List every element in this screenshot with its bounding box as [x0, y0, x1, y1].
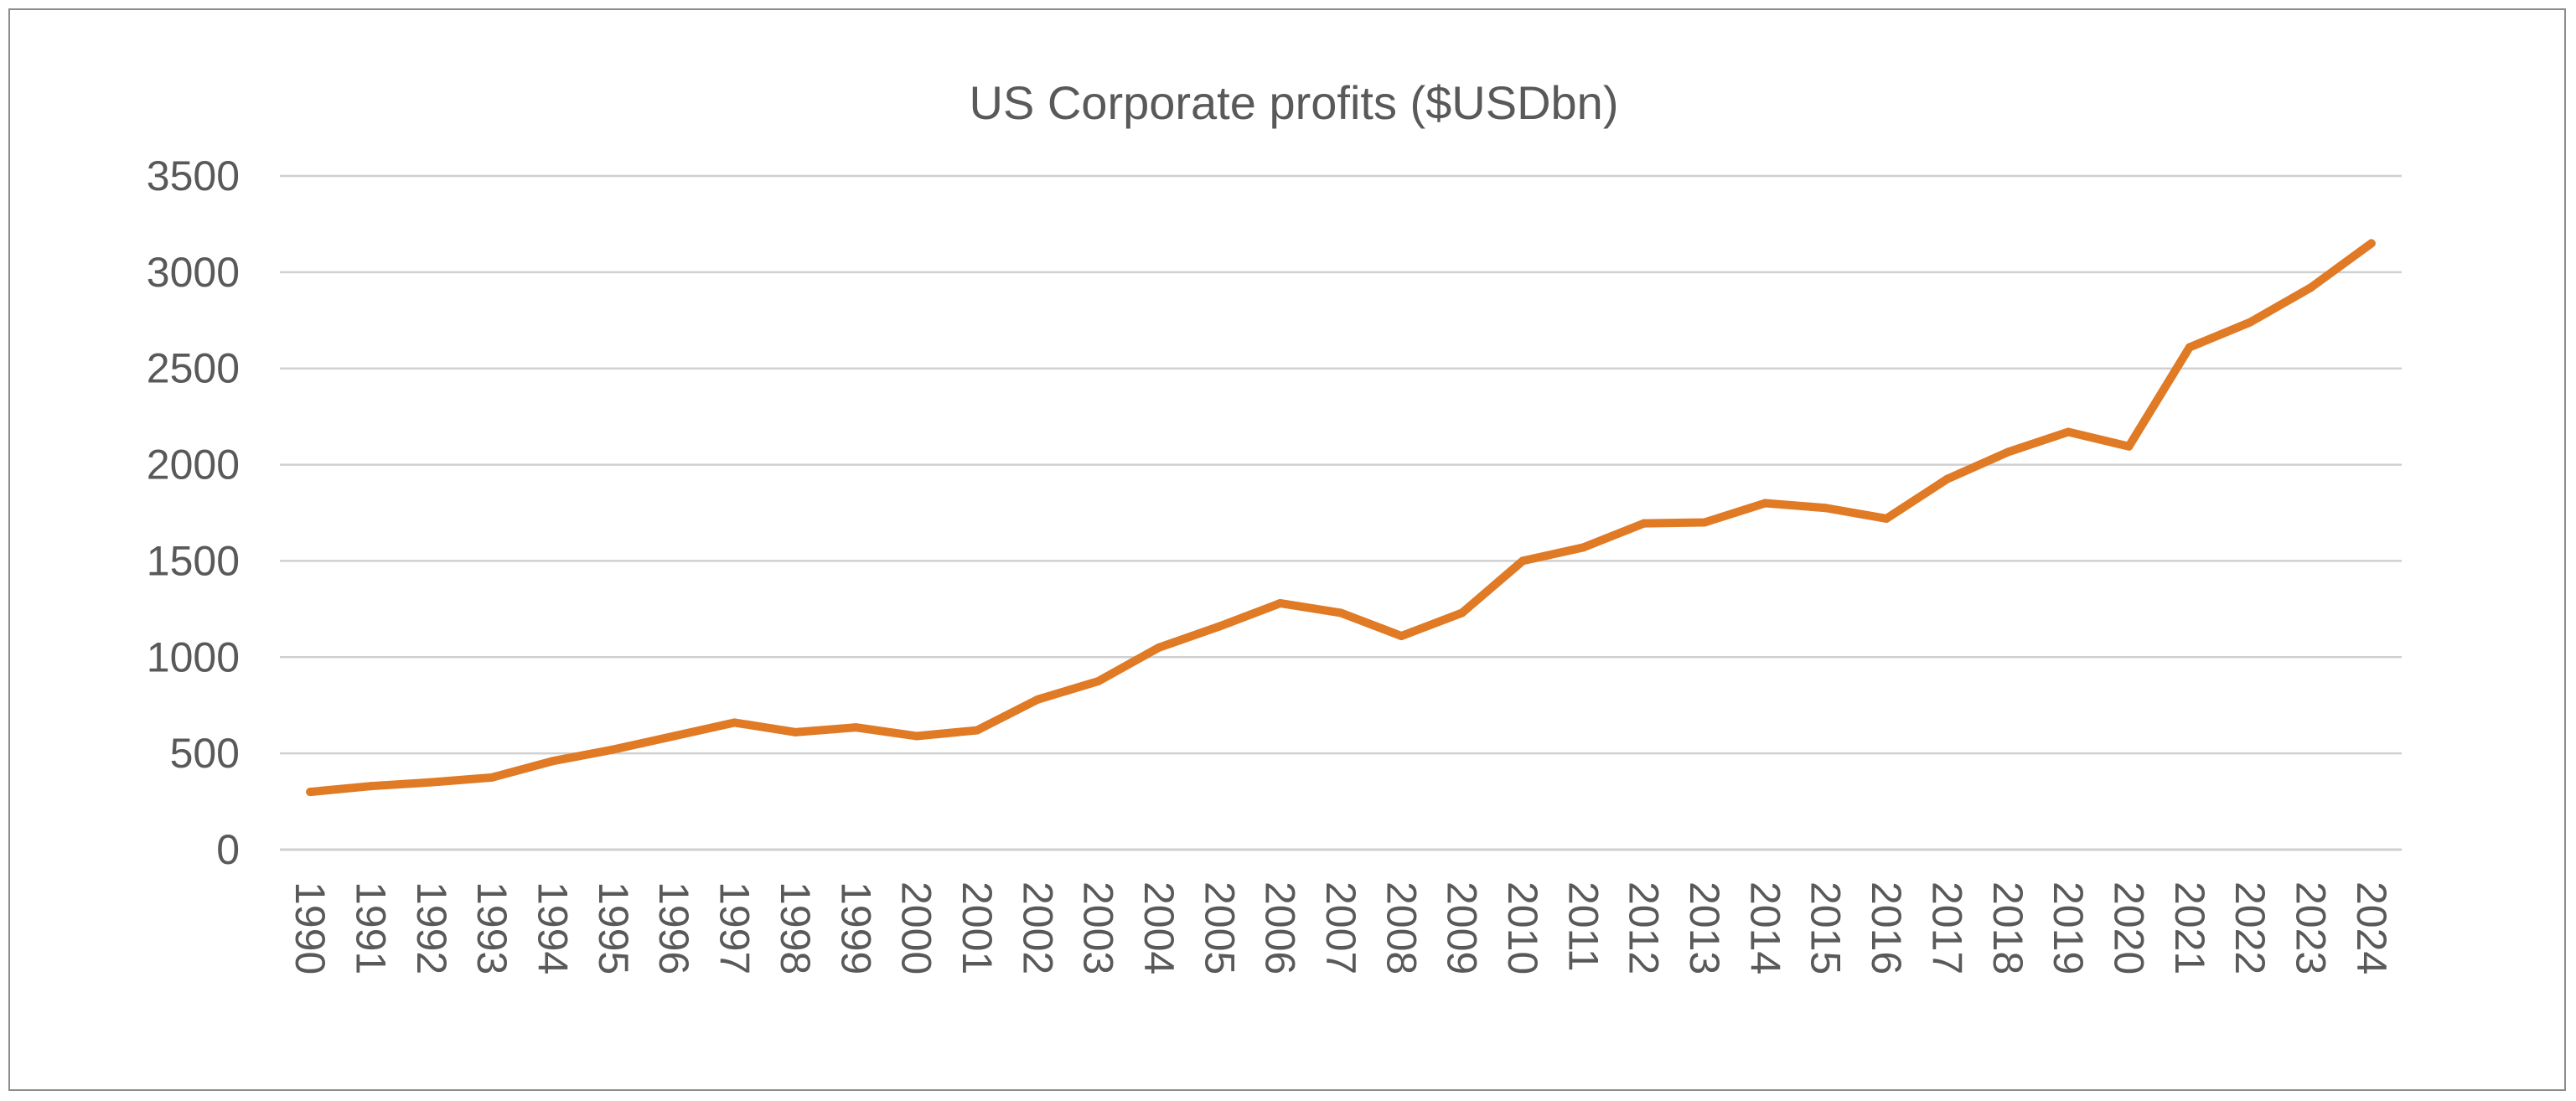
x-tick-label: 2018 [1984, 881, 2031, 974]
y-axis-tick-labels: 0 500 1000 1500 2000 2500 3000 3500 [147, 152, 240, 873]
data-point [1337, 608, 1345, 618]
chart-frame: US Corporate profits ($USDbn) 0 500 1000 15… [8, 8, 2566, 1091]
data-point [1215, 622, 1224, 631]
data-point [306, 788, 315, 797]
x-tick-label: 2022 [2227, 881, 2273, 974]
x-tick-label: 1999 [832, 881, 879, 974]
x-tick-label: 1990 [287, 881, 334, 974]
x-tick-label: 1991 [348, 881, 395, 974]
data-point [790, 727, 799, 737]
data-point [2003, 447, 2012, 457]
data-point [1882, 514, 1891, 523]
data-point [1275, 598, 1285, 607]
x-tick-label: 1996 [650, 881, 697, 974]
y-tick-label: 2500 [147, 345, 240, 392]
data-point [912, 731, 921, 741]
data-point [488, 773, 497, 782]
data-point [2367, 239, 2376, 248]
x-tick-label: 2016 [1863, 881, 1910, 974]
data-point [1094, 677, 1103, 685]
data-point [2306, 283, 2315, 292]
series-lines [306, 239, 2376, 797]
data-point [2185, 343, 2194, 352]
x-tick-label: 2010 [1499, 881, 1546, 974]
y-tick-label: 0 [216, 826, 240, 873]
data-point [1033, 695, 1042, 704]
x-tick-label: 1992 [408, 881, 455, 974]
y-tick-label: 3000 [147, 249, 240, 296]
data-point [608, 745, 618, 754]
y-tick-label: 2000 [147, 442, 240, 488]
y-tick-label: 1500 [147, 537, 240, 584]
x-tick-label: 2012 [1621, 881, 1668, 974]
chart-title: US Corporate profits ($USDbn) [970, 76, 1619, 129]
data-point [972, 726, 981, 735]
y-tick-label: 3500 [147, 152, 240, 199]
data-point [730, 718, 739, 727]
x-tick-label: 2017 [1923, 881, 1970, 974]
x-tick-label: 2013 [1681, 881, 1728, 974]
data-point [1700, 518, 1710, 527]
data-point [2124, 442, 2134, 451]
data-point [2246, 318, 2255, 327]
x-tick-label: 1994 [530, 881, 577, 974]
x-tick-label: 1995 [590, 881, 637, 974]
data-point [1457, 608, 1466, 618]
data-point [1639, 519, 1648, 528]
line-chart: US Corporate profits ($USDbn) 0 500 1000 15… [147, 76, 2402, 974]
x-tick-label: 2015 [1803, 881, 1849, 974]
data-point [427, 778, 436, 787]
x-tick-label: 2004 [1135, 881, 1182, 974]
x-tick-label: 2024 [2348, 881, 2395, 974]
x-tick-label: 2000 [893, 881, 940, 974]
x-tick-label: 2002 [1014, 881, 1061, 974]
data-point [1397, 632, 1406, 641]
data-point [1518, 556, 1528, 566]
x-tick-label: 2007 [1317, 881, 1364, 974]
data-point [1761, 499, 1770, 508]
x-tick-label: 1998 [772, 881, 819, 974]
x-tick-label: 2001 [954, 881, 1001, 974]
x-tick-label: 1997 [711, 881, 758, 974]
x-tick-label: 2006 [1257, 881, 1304, 974]
x-axis-tick-labels: 1990 1991 1992 1993 1994 1995 1996 1997 1998 1999… [287, 881, 2395, 974]
x-tick-label: 2011 [1560, 881, 1606, 972]
y-tick-label: 500 [170, 730, 240, 777]
x-tick-label: 2023 [2287, 881, 2334, 974]
y-tick-label: 1000 [147, 633, 240, 680]
data-point [1154, 643, 1163, 652]
x-tick-label: 2009 [1439, 881, 1486, 974]
x-tick-label: 2020 [2105, 881, 2152, 974]
data-point [366, 782, 375, 791]
data-point [1579, 543, 1588, 552]
x-tick-label: 2005 [1196, 881, 1243, 974]
x-tick-label: 2008 [1378, 881, 1425, 974]
data-point [670, 731, 679, 741]
data-point [548, 757, 557, 766]
gridlines [280, 174, 2402, 851]
data-point [2064, 427, 2073, 437]
series-line [306, 239, 2376, 797]
x-tick-label: 2014 [1741, 881, 1788, 974]
data-point [1821, 504, 1830, 513]
x-tick-label: 2021 [2166, 881, 2213, 974]
x-tick-label: 1993 [468, 881, 515, 974]
data-point [1942, 474, 1952, 483]
data-point [851, 723, 861, 732]
x-tick-label: 2003 [1075, 881, 1122, 974]
x-tick-label: 2019 [2045, 881, 2092, 974]
